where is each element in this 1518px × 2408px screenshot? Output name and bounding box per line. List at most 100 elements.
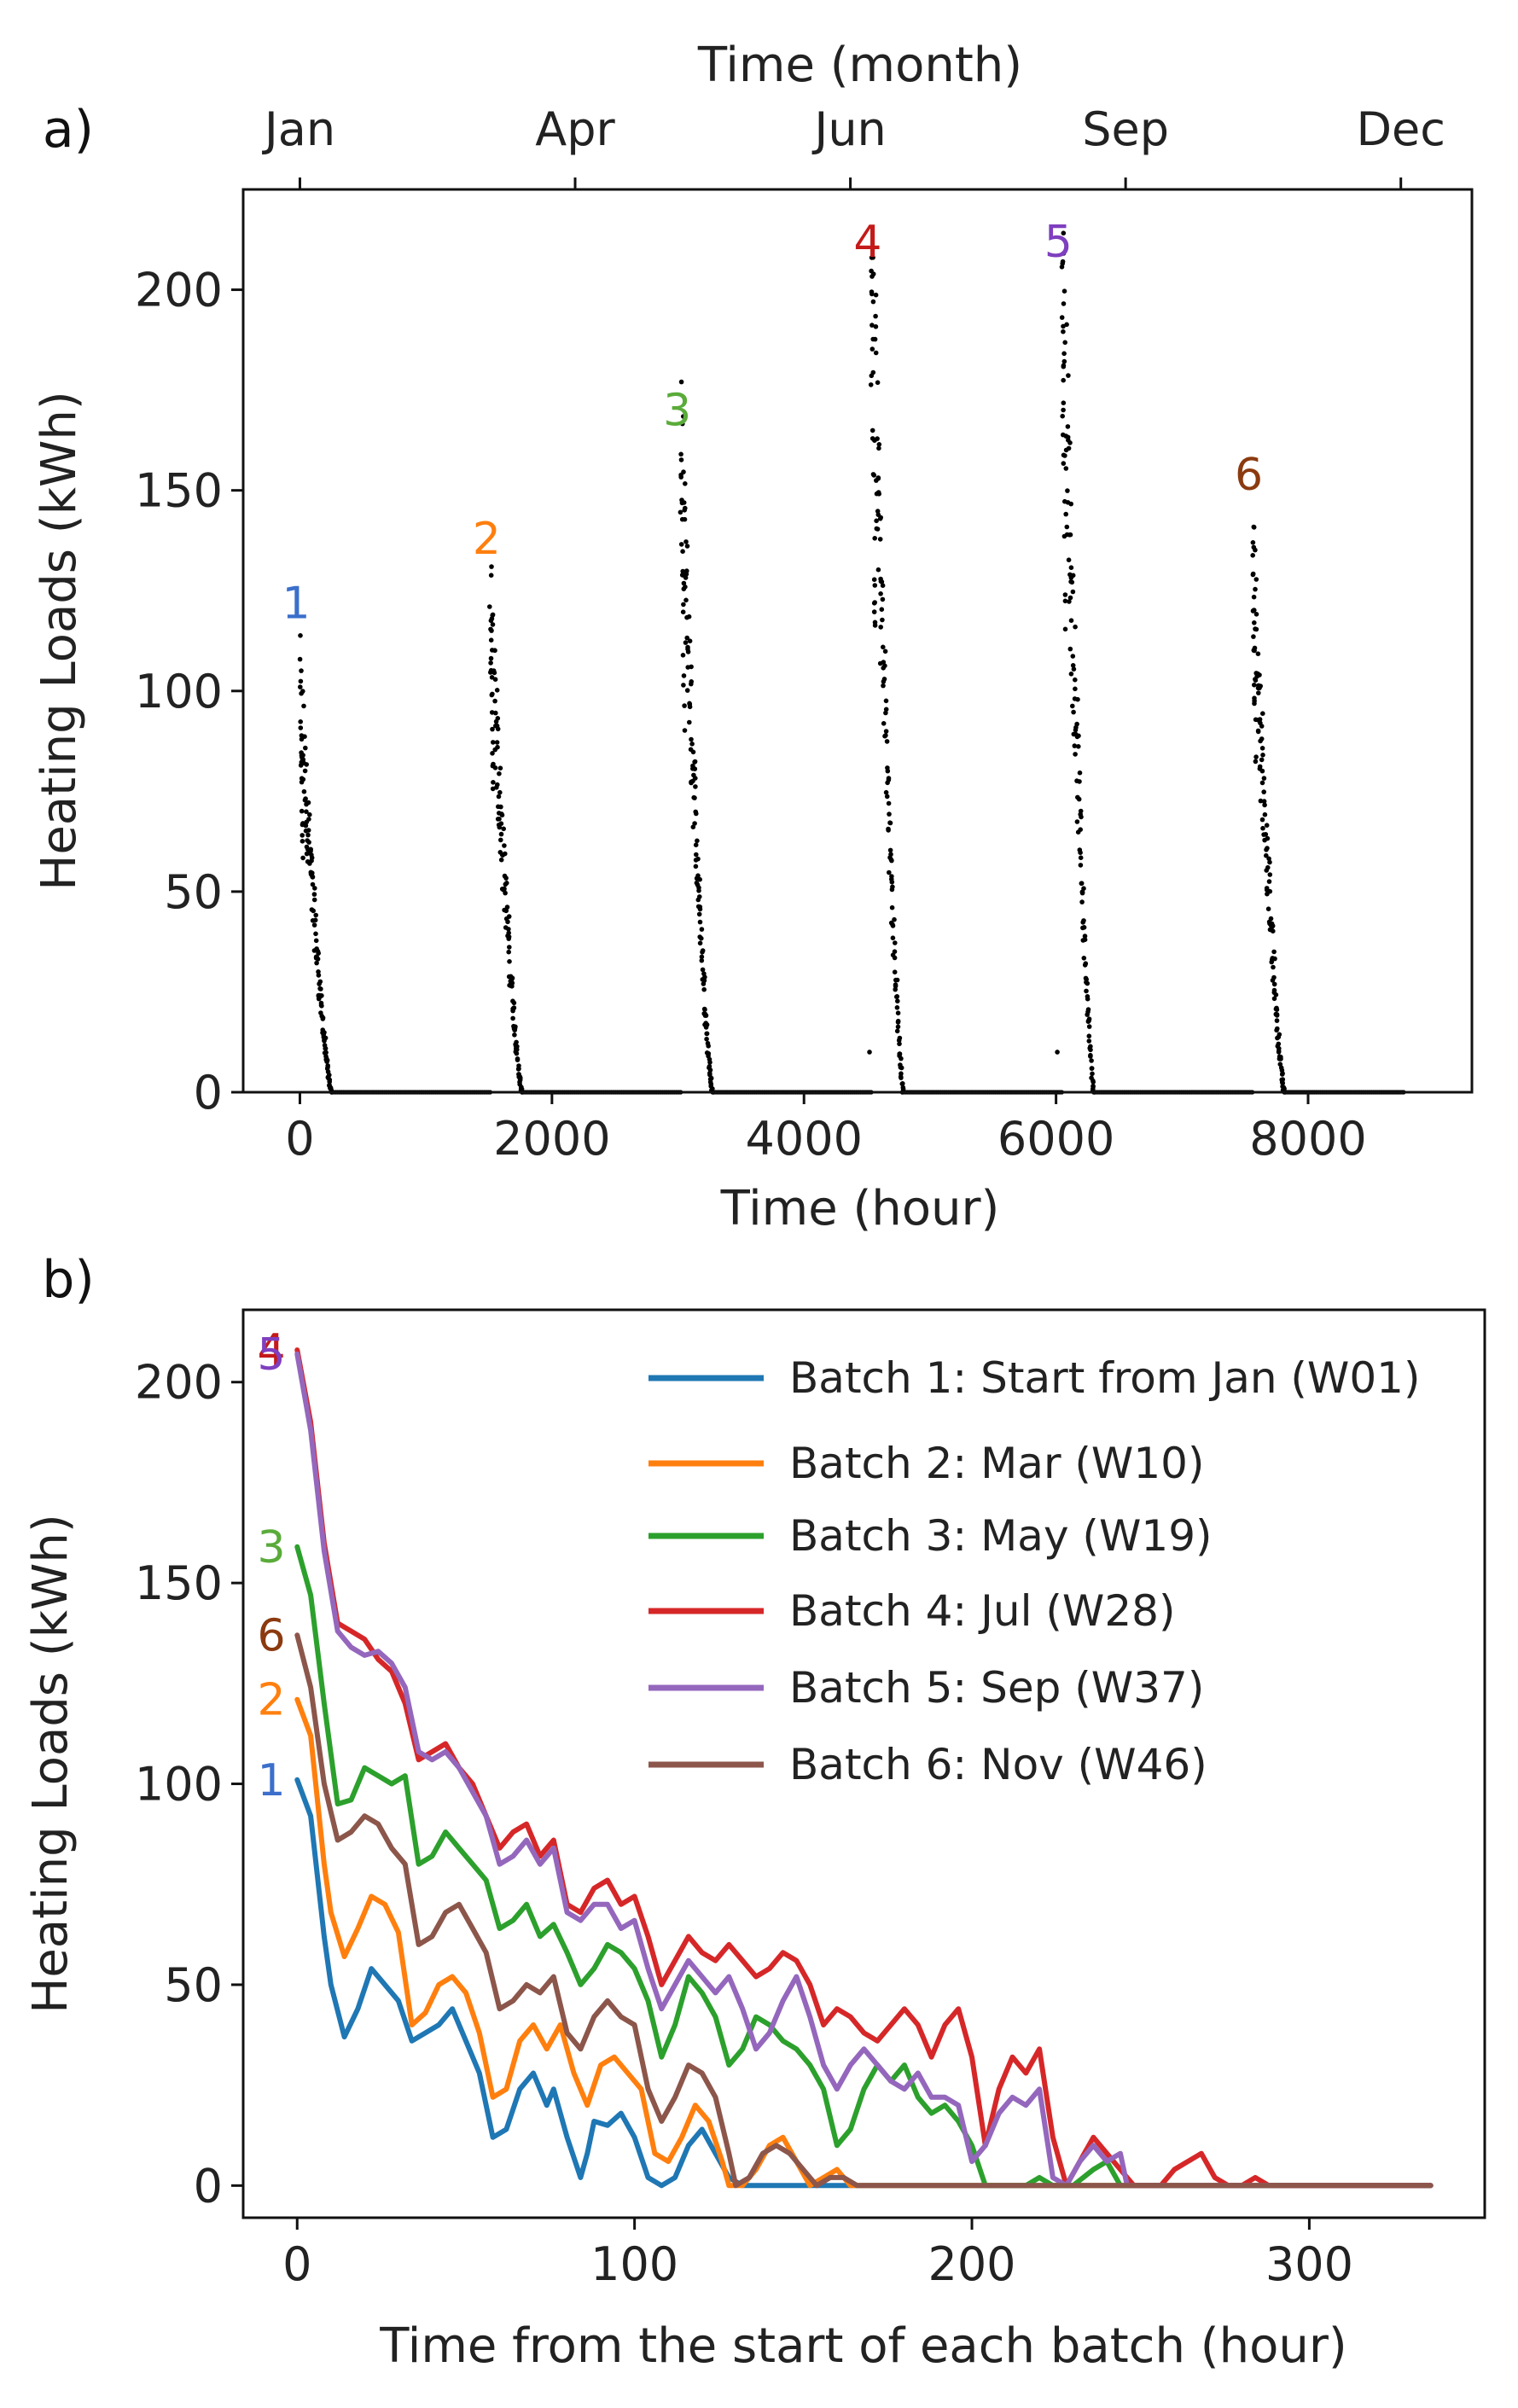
heating-load-point (1253, 612, 1259, 617)
heating-load-point (897, 1051, 903, 1056)
heating-load-point (883, 710, 888, 716)
heating-load-point (512, 1032, 517, 1038)
heating-load-point (1066, 373, 1071, 378)
heating-load-point (1069, 579, 1075, 585)
heating-load-point (873, 324, 879, 329)
heating-load-point (298, 684, 303, 689)
heating-load-point (679, 516, 685, 522)
heating-load-point (490, 612, 496, 618)
heating-load-point (1085, 996, 1091, 1002)
heating-load-point (689, 681, 694, 687)
heating-load-point (1076, 796, 1082, 802)
heating-load-point (870, 428, 875, 433)
heating-load-point (515, 1047, 520, 1052)
heating-load-point (1263, 832, 1269, 837)
heating-load-point (874, 518, 879, 524)
heating-load-point (303, 745, 308, 751)
heating-load-point (1079, 881, 1085, 886)
heating-load-point (876, 442, 882, 447)
heating-load-point (888, 852, 893, 857)
heating-load-point (684, 688, 690, 693)
heating-load-point (875, 380, 881, 386)
panel-a-top-tick-label: Dec (1356, 102, 1445, 156)
heating-load-point (1271, 987, 1277, 993)
heating-load-point (1073, 752, 1078, 757)
heating-load-point (1088, 1052, 1093, 1058)
heating-load-point (1084, 988, 1089, 994)
heating-load-point (889, 879, 895, 885)
heating-load-point (310, 881, 316, 887)
heating-load-point (1065, 488, 1070, 493)
heating-load-point (687, 701, 693, 707)
heating-load-point (681, 602, 686, 608)
heating-load-point (506, 930, 511, 936)
heating-load-point (1077, 770, 1083, 776)
heating-load-point (1061, 301, 1067, 306)
heating-load-point (699, 927, 705, 932)
heating-load-point (504, 881, 509, 886)
heating-load-point (315, 949, 321, 954)
panel-b-ytick-label: 150 (135, 1556, 223, 1610)
heating-load-point (875, 509, 881, 514)
heating-load-point (1251, 594, 1257, 600)
legend-entry: Batch 4: Jul (W28) (789, 1586, 1175, 1636)
heating-load-point (876, 491, 881, 497)
batch-label: 5 (1044, 217, 1073, 268)
heating-load-point (310, 875, 316, 880)
heating-load-point (703, 1013, 709, 1018)
heating-load-point (682, 728, 688, 733)
panel-a-ytick-label: 50 (164, 865, 223, 919)
heating-load-point (681, 683, 686, 688)
heating-load-point (1061, 461, 1067, 466)
heating-load-point (1070, 589, 1076, 595)
heating-load-point (685, 649, 691, 654)
heating-load-point (1089, 1066, 1095, 1071)
heating-load-point (680, 609, 686, 614)
heating-load-point (1252, 620, 1257, 625)
heating-load-point (506, 936, 511, 941)
heating-load-point (1076, 744, 1081, 749)
heating-load-point (301, 703, 306, 709)
heating-load-point (492, 648, 497, 653)
heating-load-point (516, 1066, 521, 1072)
heating-load-point (1259, 757, 1265, 763)
heating-load-point (881, 660, 887, 665)
heating-load-point (870, 299, 876, 305)
heating-load-point (893, 986, 898, 992)
heating-load-point (1060, 261, 1065, 266)
heating-load-point (1253, 577, 1259, 582)
heating-load-point (897, 1041, 902, 1047)
heating-load-point (1253, 717, 1259, 723)
heating-load-point (313, 912, 319, 918)
heating-load-point (878, 591, 883, 596)
heating-load-point (1086, 1024, 1092, 1029)
heating-load-point (871, 609, 877, 614)
heating-load-point (497, 765, 503, 771)
heating-load-point (1260, 825, 1265, 831)
heating-load-point (305, 800, 311, 806)
heating-load-point (1055, 1050, 1060, 1055)
heating-load-point (885, 768, 891, 774)
heating-load-point (870, 369, 876, 375)
heating-load-point (1265, 835, 1271, 841)
batch-label: 3 (663, 386, 691, 437)
heating-load-point (704, 1031, 709, 1037)
heating-load-point (1088, 1047, 1093, 1053)
heating-load-point (889, 887, 895, 893)
heating-load-point (315, 957, 321, 962)
heating-load-point (1252, 648, 1257, 654)
heating-load-point (514, 1039, 519, 1045)
heating-load-point (1277, 1032, 1282, 1038)
panel-b-frame (241, 1308, 1486, 2219)
heating-load-point (702, 974, 707, 980)
heating-load-point (1070, 663, 1076, 668)
heating-load-point (1274, 1012, 1280, 1017)
heating-load-point (693, 864, 699, 870)
panel-b-legend: Batch 1: Start from Jan (W01) Batch 2: Ma… (648, 1353, 1421, 1789)
heating-load-point (895, 1024, 901, 1030)
heating-load-point (884, 739, 890, 744)
heating-load-point (678, 472, 683, 478)
heating-load-point (886, 800, 892, 806)
heating-load-point (299, 759, 305, 765)
heating-load-point (683, 572, 689, 577)
